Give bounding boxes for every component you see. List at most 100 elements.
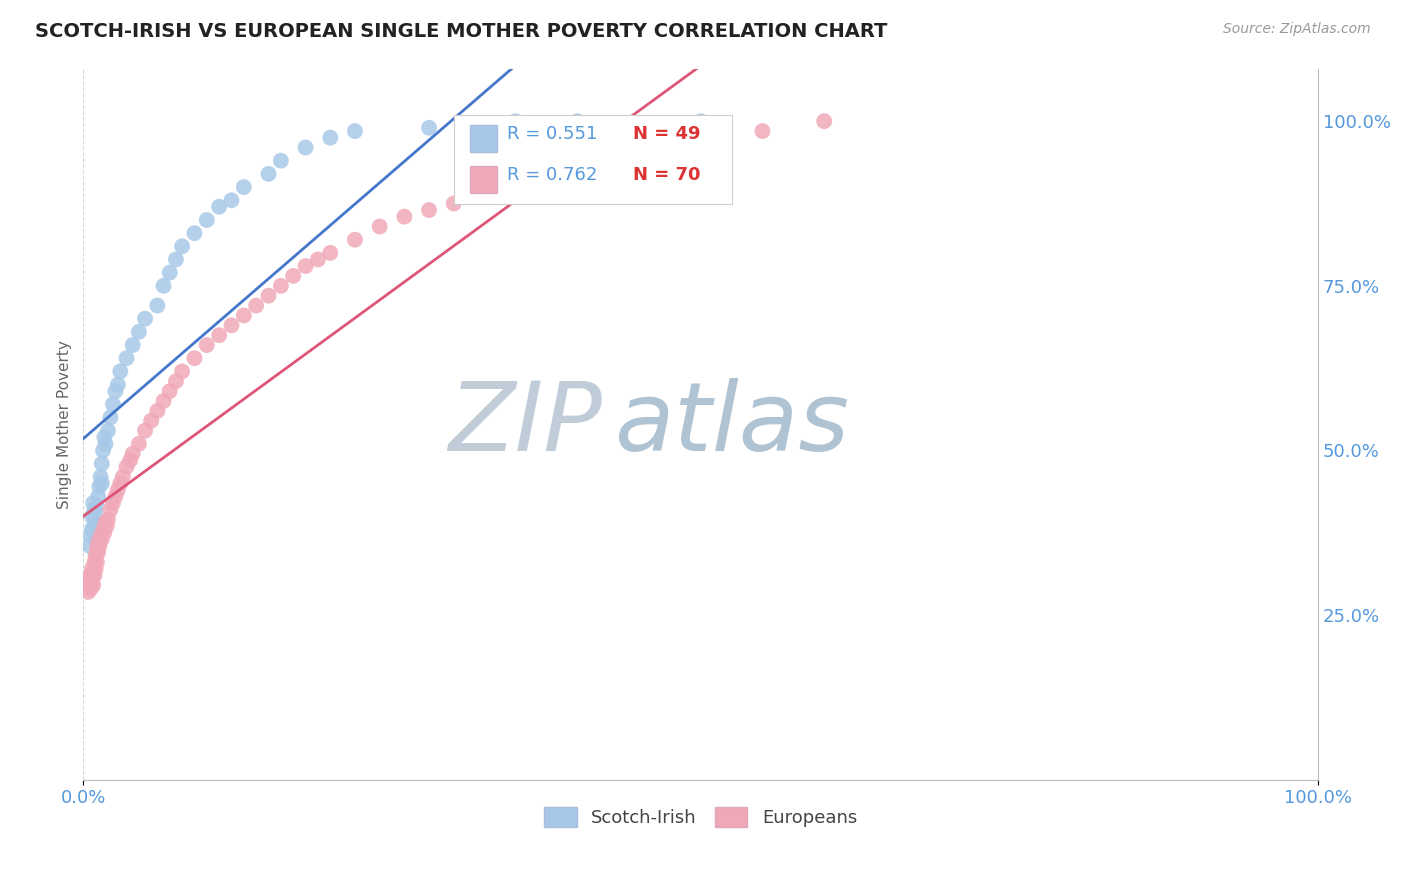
Point — [567, 114, 589, 128]
Point — [84, 529, 107, 543]
Point — [93, 430, 115, 444]
Point — [128, 437, 150, 451]
Point — [165, 252, 187, 267]
Point — [110, 364, 132, 378]
Point — [100, 502, 122, 516]
Text: SCOTCH-IRISH VS EUROPEAN SINGLE MOTHER POVERTY CORRELATION CHART: SCOTCH-IRISH VS EUROPEAN SINGLE MOTHER P… — [35, 22, 887, 41]
Point — [115, 351, 138, 366]
Point — [665, 140, 688, 154]
Point — [86, 500, 108, 514]
Point — [82, 565, 104, 579]
Point — [121, 447, 143, 461]
Point — [270, 278, 292, 293]
Point — [84, 562, 107, 576]
Point — [82, 523, 104, 537]
FancyBboxPatch shape — [470, 126, 496, 153]
Point — [87, 545, 110, 559]
Point — [232, 309, 254, 323]
Point — [245, 299, 267, 313]
Point — [591, 161, 613, 175]
Point — [208, 200, 231, 214]
Point — [79, 539, 101, 553]
Point — [152, 278, 174, 293]
Legend: Scotch-Irish, Europeans: Scotch-Irish, Europeans — [537, 800, 865, 835]
Point — [146, 404, 169, 418]
Point — [751, 124, 773, 138]
Point — [689, 134, 711, 148]
Point — [83, 516, 105, 530]
Point — [319, 245, 342, 260]
Point — [83, 555, 105, 569]
Point — [89, 539, 111, 553]
Text: N = 70: N = 70 — [633, 166, 700, 184]
Text: R = 0.551: R = 0.551 — [506, 126, 598, 144]
Point — [94, 516, 117, 530]
Point — [232, 180, 254, 194]
Text: R = 0.762: R = 0.762 — [506, 166, 598, 184]
Point — [343, 233, 366, 247]
Point — [94, 437, 117, 451]
Point — [208, 328, 231, 343]
Point — [257, 167, 280, 181]
Point — [101, 397, 124, 411]
Point — [104, 490, 127, 504]
Point — [146, 299, 169, 313]
Point — [221, 193, 243, 207]
Point — [270, 153, 292, 168]
Point — [90, 533, 112, 547]
Point — [627, 150, 650, 164]
Point — [80, 562, 103, 576]
Point — [89, 480, 111, 494]
Point — [101, 496, 124, 510]
Point — [84, 509, 107, 524]
Point — [110, 476, 132, 491]
Point — [80, 529, 103, 543]
Point — [319, 130, 342, 145]
Point — [183, 351, 205, 366]
Point — [159, 384, 181, 399]
Point — [83, 502, 105, 516]
FancyBboxPatch shape — [454, 115, 731, 203]
Point — [80, 523, 103, 537]
Point — [90, 457, 112, 471]
Point — [80, 582, 103, 596]
Point — [79, 568, 101, 582]
Point — [96, 519, 118, 533]
Point — [80, 572, 103, 586]
Point — [87, 535, 110, 549]
Point — [121, 338, 143, 352]
Point — [84, 549, 107, 563]
Point — [100, 410, 122, 425]
Point — [443, 196, 465, 211]
Text: N = 49: N = 49 — [633, 126, 700, 144]
Point — [86, 542, 108, 557]
Point — [165, 374, 187, 388]
Point — [505, 180, 527, 194]
Point — [120, 453, 142, 467]
Point — [689, 114, 711, 128]
Point — [467, 118, 489, 132]
Point — [77, 585, 100, 599]
Y-axis label: Single Mother Poverty: Single Mother Poverty — [58, 340, 72, 508]
Point — [82, 578, 104, 592]
Point — [283, 268, 305, 283]
Point — [307, 252, 329, 267]
Point — [159, 266, 181, 280]
Text: atlas: atlas — [614, 377, 849, 471]
Point — [394, 210, 416, 224]
Point — [343, 124, 366, 138]
Point — [93, 525, 115, 540]
Point — [111, 469, 134, 483]
Point — [195, 213, 218, 227]
Point — [418, 203, 440, 218]
Point — [80, 509, 103, 524]
Point — [257, 288, 280, 302]
Point — [107, 483, 129, 497]
Point — [90, 529, 112, 543]
Point — [97, 512, 120, 526]
Point — [86, 555, 108, 569]
Point — [172, 239, 194, 253]
Point — [76, 575, 98, 590]
Text: ZIP: ZIP — [449, 377, 602, 471]
Point — [128, 325, 150, 339]
